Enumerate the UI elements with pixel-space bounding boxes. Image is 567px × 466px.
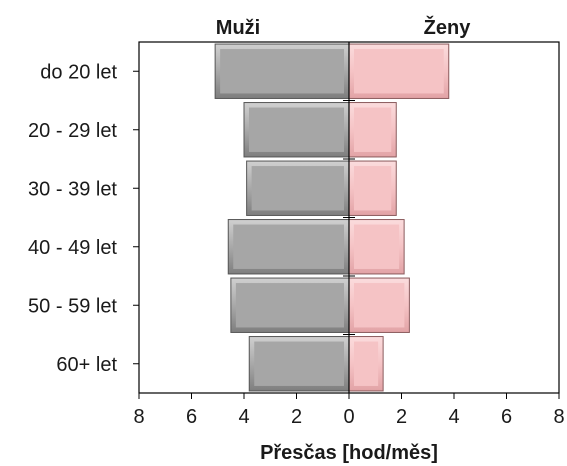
bar-right-face-1	[354, 107, 392, 152]
x-tick-label-0: 8	[133, 406, 144, 428]
x-tick-label-5: 2	[396, 406, 407, 428]
x-tick-label-4: 0	[343, 406, 354, 428]
series-title-left: Muži	[216, 17, 260, 39]
bar-left-face-2	[251, 166, 344, 211]
bar-right-face-5	[354, 341, 379, 386]
bar-left-face-5	[254, 341, 344, 386]
category-label-2: 30 - 39 let	[28, 178, 117, 200]
category-label-3: 40 - 49 let	[28, 237, 117, 259]
category-label-5: 60+ let	[56, 354, 117, 376]
series-title-right: Ženy	[424, 15, 472, 39]
x-tick-label-6: 4	[448, 406, 459, 428]
bar-right-face-0	[354, 49, 444, 94]
category-label-1: 20 - 29 let	[28, 120, 117, 142]
x-tick-label-7: 6	[501, 406, 512, 428]
bar-right-face-3	[354, 224, 400, 269]
bar-right-face-4	[354, 283, 405, 328]
x-tick-label-1: 6	[186, 406, 197, 428]
x-axis-title: Přesčas [hod/měs]	[260, 442, 438, 464]
bar-right-face-2	[354, 166, 392, 211]
x-tick-label-3: 2	[291, 406, 302, 428]
bar-left-face-3	[233, 224, 344, 269]
bar-left-face-4	[235, 283, 344, 328]
category-label-4: 50 - 59 let	[28, 295, 117, 317]
bar-left-face-1	[249, 107, 344, 152]
x-tick-label-8: 8	[553, 406, 564, 428]
bar-left-face-0	[220, 49, 344, 94]
x-tick-label-2: 4	[238, 406, 249, 428]
category-label-0: do 20 let	[40, 61, 117, 83]
